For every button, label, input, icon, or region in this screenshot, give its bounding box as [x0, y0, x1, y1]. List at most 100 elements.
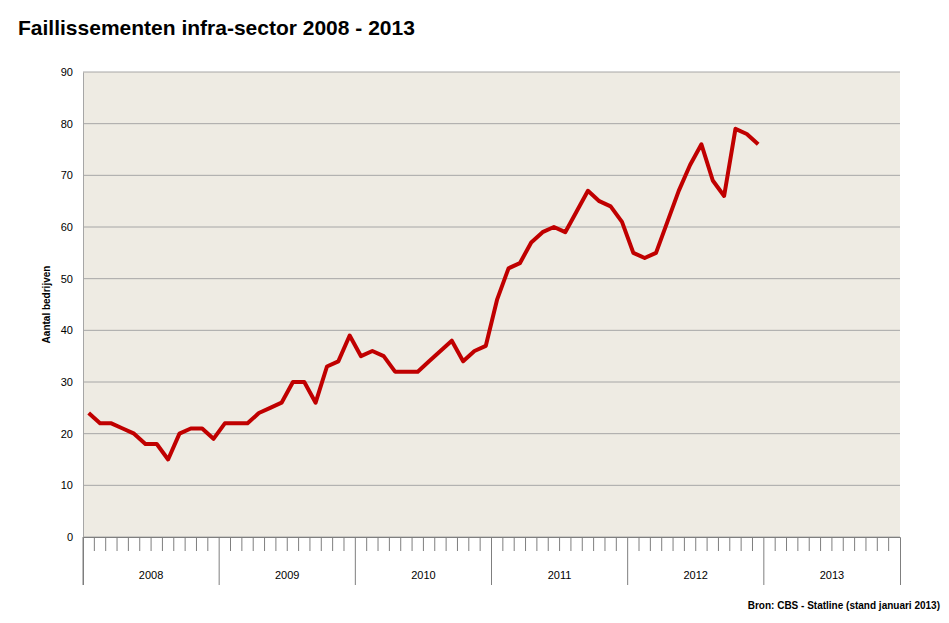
x-tick — [514, 537, 515, 551]
grid-line — [83, 278, 900, 279]
x-tick — [718, 537, 719, 551]
x-tick-mark — [854, 537, 855, 551]
x-tick — [797, 537, 798, 551]
y-tick-label: 20 — [61, 428, 73, 440]
x-tick-mark — [412, 537, 413, 551]
x-tick — [253, 537, 254, 551]
x-tick — [162, 537, 163, 551]
y-tick-label: 70 — [61, 169, 73, 181]
source: Bron: CBS - Statline (stand januari 2013… — [748, 600, 940, 611]
x-tick — [525, 537, 526, 551]
x-tick: 2009 — [219, 537, 299, 585]
x-tick-mark — [491, 537, 492, 585]
x-tick — [729, 537, 730, 551]
y-tick-label: 50 — [61, 273, 73, 285]
y-tick: 30 — [61, 376, 83, 388]
x-tick — [207, 537, 208, 551]
x-tick-mark — [673, 537, 674, 551]
x-tick-mark — [831, 537, 832, 551]
x-tick-mark — [684, 537, 685, 551]
x-tick-mark — [83, 537, 84, 585]
x-tick-mark — [287, 537, 288, 551]
x-tick — [94, 537, 95, 551]
x-tick-mark — [570, 537, 571, 551]
x-tick — [434, 537, 435, 551]
x-tick — [786, 537, 787, 551]
x-tick — [230, 537, 231, 551]
x-tick-mark — [468, 537, 469, 551]
x-tick-mark — [94, 537, 95, 551]
x-tick-mark — [559, 537, 560, 551]
x-tick — [593, 537, 594, 551]
x-tick-label: 2008 — [139, 569, 163, 581]
x-tick-mark — [151, 537, 152, 551]
x-tick — [661, 537, 662, 551]
x-tick — [423, 537, 424, 551]
x-tick-mark — [661, 537, 662, 551]
x-tick-mark — [378, 537, 379, 551]
x-tick — [343, 537, 344, 551]
x-tick-mark — [888, 537, 889, 551]
x-tick-mark — [389, 537, 390, 551]
x-tick — [831, 537, 832, 551]
x-tick-mark — [502, 537, 503, 551]
line — [89, 129, 758, 460]
y-tick-label: 30 — [61, 376, 73, 388]
x-tick — [559, 537, 560, 551]
grid-line — [83, 175, 900, 176]
x-tick — [865, 537, 866, 551]
x-tick-mark — [525, 537, 526, 551]
x-tick-mark — [707, 537, 708, 551]
y-tick-label: 10 — [61, 479, 73, 491]
x-tick — [468, 537, 469, 551]
x-tick-mark — [548, 537, 549, 551]
grid-line — [83, 382, 900, 383]
x-tick-label: 2013 — [820, 569, 844, 581]
x-tick — [298, 537, 299, 551]
x-tick — [480, 537, 481, 551]
y-tick: 60 — [61, 221, 83, 233]
x-tick — [264, 537, 265, 551]
x-tick-mark — [241, 537, 242, 551]
x-tick — [695, 537, 696, 551]
x-tick-mark — [400, 537, 401, 551]
x-tick — [389, 537, 390, 551]
x-tick: 2011 — [492, 537, 572, 585]
x-tick-mark — [321, 537, 322, 551]
y-tick-label: 80 — [61, 118, 73, 130]
x-tick — [809, 537, 810, 551]
y-tick: 0 — [67, 531, 83, 543]
x-tick — [117, 537, 118, 551]
x-tick — [820, 537, 821, 551]
x-axis: 2008 2009 2010 2011 2012 2013 — [83, 537, 901, 585]
x-tick-label: 2010 — [411, 569, 435, 581]
x-tick-mark — [139, 537, 140, 551]
x-tick-mark — [741, 537, 742, 551]
x-tick — [854, 537, 855, 551]
chart: Faillissementen infra-sector 2008 - 2013… — [0, 0, 949, 623]
x-tick — [843, 537, 844, 551]
x-tick-mark — [253, 537, 254, 551]
x-tick-label: 2012 — [684, 569, 708, 581]
x-tick — [412, 537, 413, 551]
y-tick-label: 40 — [61, 324, 73, 336]
x-tick-mark — [230, 537, 231, 551]
x-tick-mark — [355, 537, 356, 585]
x-tick — [673, 537, 674, 551]
plot-area — [83, 72, 900, 537]
x-tick-mark — [446, 537, 447, 551]
x-tick-mark — [185, 537, 186, 551]
y-axis-title: Aantal bedrijven — [41, 266, 52, 344]
x-tick-mark — [332, 537, 333, 551]
series — [89, 129, 758, 460]
y-axis-line — [83, 73, 84, 538]
x-tick-mark — [162, 537, 163, 551]
x-tick-mark — [718, 537, 719, 551]
y-tick: 80 — [61, 118, 83, 130]
grid-line — [83, 227, 900, 228]
x-tick-mark — [820, 537, 821, 551]
x-tick — [570, 537, 571, 551]
grid — [83, 72, 900, 537]
x-tick-mark — [775, 537, 776, 551]
y-tick: 40 — [61, 324, 83, 336]
